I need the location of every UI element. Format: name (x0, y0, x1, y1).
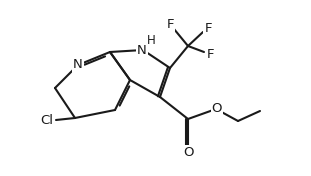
Text: Cl: Cl (40, 114, 53, 127)
Text: O: O (183, 146, 193, 159)
Text: N: N (73, 58, 83, 71)
Text: O: O (212, 102, 222, 115)
Text: F: F (206, 48, 214, 61)
Text: H: H (146, 34, 156, 48)
Text: F: F (204, 21, 212, 34)
Text: N: N (137, 43, 147, 56)
Text: F: F (166, 17, 174, 30)
